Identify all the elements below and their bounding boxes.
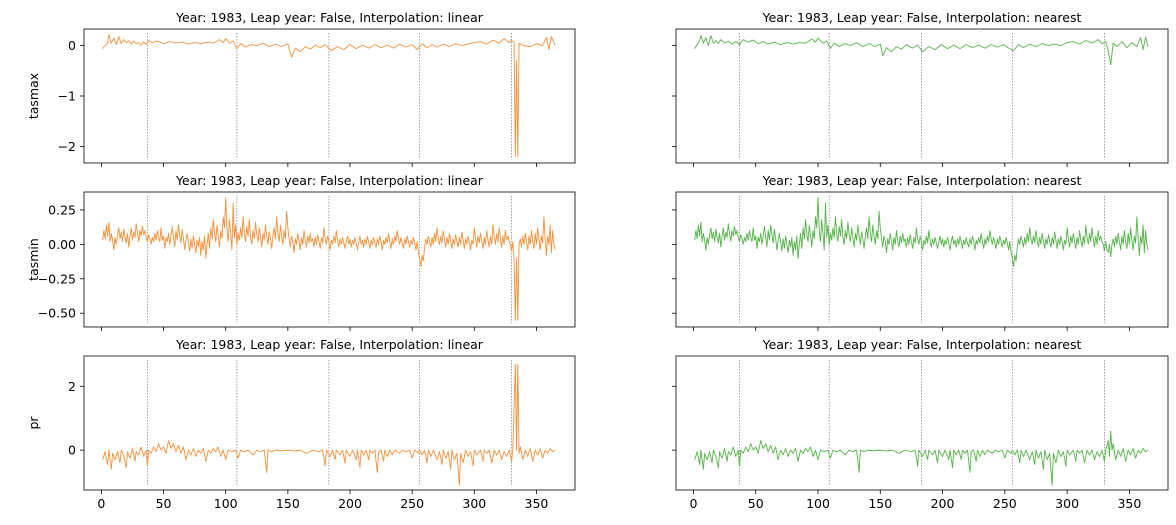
x-tick-label: 150	[276, 496, 300, 511]
subplot-title: Year: 1983, Leap year: False, Interpolat…	[762, 173, 1082, 188]
x-tick-label: 100	[214, 496, 238, 511]
y-tick-label: 0.00	[48, 237, 76, 252]
x-tick-label: 300	[1055, 496, 1079, 511]
y-tick-label: 2	[68, 379, 76, 394]
x-tick-label: 250	[400, 496, 424, 511]
series-line	[694, 35, 1149, 66]
x-tick-label: 200	[931, 496, 955, 511]
y-tick-label: 0	[68, 38, 76, 53]
x-tick-label: 250	[993, 496, 1017, 511]
y-tick-label: −2	[58, 139, 76, 154]
subplot-title: Year: 1983, Leap year: False, Interpolat…	[175, 173, 484, 188]
x-tick-label: 100	[806, 496, 830, 511]
subplot-4: Year: 1983, Leap year: False, Interpolat…	[672, 173, 1169, 331]
y-axis-label: pr	[26, 416, 41, 430]
subplot-2: Year: 1983, Leap year: False, Interpolat…	[672, 10, 1169, 167]
subplot-title: Year: 1983, Leap year: False, Interpolat…	[175, 10, 484, 25]
subplot-title: Year: 1983, Leap year: False, Interpolat…	[175, 337, 484, 352]
series-line	[102, 197, 556, 321]
y-tick-label: 0	[68, 443, 76, 458]
subplot-1: Year: 1983, Leap year: False, Interpolat…	[26, 10, 576, 167]
subplot-title: Year: 1983, Leap year: False, Interpolat…	[762, 337, 1082, 352]
y-tick-label: 0.25	[48, 202, 76, 217]
x-tick-label: 50	[156, 496, 172, 511]
x-tick-label: 300	[462, 496, 486, 511]
axes-frame	[675, 28, 1169, 164]
y-tick-label: −1	[58, 89, 76, 104]
x-tick-label: 350	[525, 496, 549, 511]
axes-frame	[675, 191, 1169, 328]
x-tick-label: 0	[689, 496, 697, 511]
y-axis-label: tasmax	[26, 73, 41, 119]
y-tick-label: −0.25	[38, 271, 76, 286]
x-tick-label: 350	[1117, 496, 1141, 511]
y-tick-label: −0.50	[38, 306, 76, 321]
axes-frame	[83, 191, 576, 328]
y-axis-label: tasmin	[26, 238, 41, 281]
axes-frame	[83, 355, 576, 491]
subplot-6: Year: 1983, Leap year: False, Interpolat…	[672, 337, 1169, 511]
x-tick-label: 150	[868, 496, 892, 511]
x-tick-label: 0	[97, 496, 105, 511]
x-tick-label: 50	[748, 496, 764, 511]
series-line	[694, 430, 1149, 486]
series-line	[102, 34, 556, 157]
subplot-title: Year: 1983, Leap year: False, Interpolat…	[762, 10, 1082, 25]
series-line	[694, 197, 1149, 267]
x-tick-label: 200	[338, 496, 362, 511]
subplot-5: Year: 1983, Leap year: False, Interpolat…	[26, 337, 576, 511]
axes-frame	[675, 355, 1169, 491]
subplot-3: Year: 1983, Leap year: False, Interpolat…	[26, 173, 576, 331]
series-line	[102, 363, 556, 486]
